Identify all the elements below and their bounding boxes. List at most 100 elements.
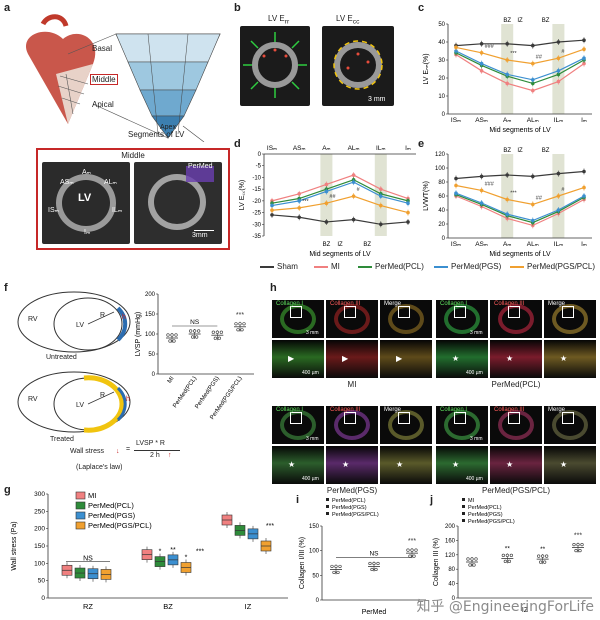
label-basal: Basal xyxy=(92,44,113,53)
data-point xyxy=(543,560,547,564)
data-point xyxy=(211,330,215,334)
label-apical: Apical xyxy=(92,100,114,109)
hist-overview-2-0 xyxy=(272,406,324,444)
data-point xyxy=(370,567,374,572)
hist-zoom-1-0: ★ xyxy=(436,340,488,378)
ring-label-i: Iₘ xyxy=(84,229,91,236)
label-treated: Treated xyxy=(50,436,74,443)
significance-mark: *** xyxy=(302,199,309,205)
y-tick-label: 200 xyxy=(34,526,45,533)
significance-mark: # xyxy=(357,187,361,193)
y-tick-label: 80 xyxy=(448,567,455,573)
legend-item-pgs: PerMed(PGS) xyxy=(434,262,501,271)
data-point xyxy=(503,559,507,563)
data-point xyxy=(270,208,274,213)
significance-mark: ## xyxy=(536,55,543,61)
series-line-2 xyxy=(455,52,585,85)
hist-zoom-3-2: ★ xyxy=(544,446,596,484)
legend-marker xyxy=(326,512,329,515)
hist-overview-0-1 xyxy=(326,300,378,338)
data-point xyxy=(501,553,505,558)
chart-f-lvsp: 0 50 100 150 200 LVSP (mmHg) MIPerMed(PCL)PerM… xyxy=(135,292,254,421)
data-point xyxy=(531,78,535,82)
y-tick-label: 50 xyxy=(148,352,155,358)
hist-group-label-2: PerMed(PGS) xyxy=(326,486,378,495)
significance-mark: *** xyxy=(510,191,517,197)
data-point xyxy=(234,322,238,326)
legend-label: MI xyxy=(88,491,96,500)
chart-d-circumferential-strain: BZ IZ BZ -35 -30 -25 -20 -15 -10 -5 0 ISₘ ASₘ Aₘ ALₘ IL… xyxy=(239,145,416,258)
x-tick-label: PerMed(PGS) xyxy=(194,376,221,410)
x-tick-label: ILₘ xyxy=(554,241,563,248)
data-point xyxy=(330,564,334,569)
hist-zoom-2-0: ★ xyxy=(272,446,324,484)
data-point xyxy=(556,171,561,176)
x-tick-label: ILₘ xyxy=(554,117,563,124)
y-tick-label: 0 xyxy=(258,152,262,158)
significance-mark: # xyxy=(561,187,565,193)
wall-stress-equals: = xyxy=(126,446,131,453)
data-point xyxy=(215,330,219,334)
data-point xyxy=(576,542,580,547)
middle-section-box: Middle LV ASₘ Aₘ ALₘ ISₘ Iₘ ILₘ PerMed 3… xyxy=(36,148,230,250)
panel-label-e: e xyxy=(418,138,425,150)
significance-mark: *** xyxy=(574,533,582,540)
x-tick-label: Iₘ xyxy=(405,145,411,152)
x-axis-title: PerMed xyxy=(362,609,387,616)
data-point xyxy=(351,173,356,177)
data-point xyxy=(379,194,383,198)
significance-mark: ### xyxy=(485,44,495,50)
y-tick-label: -5 xyxy=(256,164,262,170)
y-tick-label: 40 xyxy=(438,208,445,214)
shared-legend: Sham MI PerMed(PCL) PerMed(PGS) PerMed(P… xyxy=(260,262,598,276)
x-axis-title: Mid segments of LV xyxy=(489,251,551,258)
data-point xyxy=(324,220,329,224)
hist-overview-0-0 xyxy=(272,300,324,338)
y-axis-title: LVSP (mmHg) xyxy=(135,312,142,356)
data-point xyxy=(406,210,410,215)
series-line-3 xyxy=(271,181,409,207)
label-rv-treated: RV xyxy=(28,396,38,403)
y-tick-label: 200 xyxy=(145,292,156,298)
data-point xyxy=(189,329,193,333)
data-point xyxy=(580,542,584,547)
legend-label: PerMed(PGS/PCL) xyxy=(88,521,152,530)
hist-scale-small-0: 400 µm xyxy=(302,370,319,376)
y-tick-label: 200 xyxy=(445,524,456,530)
data-point xyxy=(479,201,484,205)
x-tick-label: ASₘ xyxy=(293,145,306,152)
hist-group-label-0: MI xyxy=(347,380,357,389)
data-point xyxy=(507,559,511,563)
data-point xyxy=(572,542,576,547)
significance-mark: # xyxy=(561,49,565,55)
data-point xyxy=(454,49,458,53)
panel-label-h: h xyxy=(270,282,277,294)
label-lv-untreated: LV xyxy=(76,322,85,329)
hist-header-1-0: Collagen I xyxy=(440,301,468,307)
hist-zoom-2-1: ★ xyxy=(326,446,378,484)
significance-mark: * xyxy=(185,554,188,561)
data-point xyxy=(556,72,561,77)
y-tick-label: 0 xyxy=(152,372,156,378)
legend-marker xyxy=(75,501,86,510)
mri-middle-right: PerMed 3mm xyxy=(134,162,222,244)
panel-label-c: c xyxy=(418,2,425,14)
series-line-4 xyxy=(455,184,585,206)
ns-label: NS xyxy=(83,556,93,563)
zone-label-0: BZ xyxy=(503,148,511,154)
y-tick-label: 0 xyxy=(442,236,446,242)
legend-marker xyxy=(462,512,465,515)
data-point xyxy=(338,564,342,569)
data-point xyxy=(414,548,418,552)
data-point xyxy=(556,56,561,60)
data-point xyxy=(168,339,172,343)
data-point xyxy=(479,174,484,179)
ring-label-is: ISₘ xyxy=(48,207,59,214)
data-point xyxy=(372,561,376,566)
y-axis-title: Collagen I/III (%) xyxy=(299,537,306,589)
data-point xyxy=(336,570,340,575)
data-point xyxy=(408,554,412,558)
data-point xyxy=(238,322,242,326)
data-point xyxy=(197,329,201,333)
